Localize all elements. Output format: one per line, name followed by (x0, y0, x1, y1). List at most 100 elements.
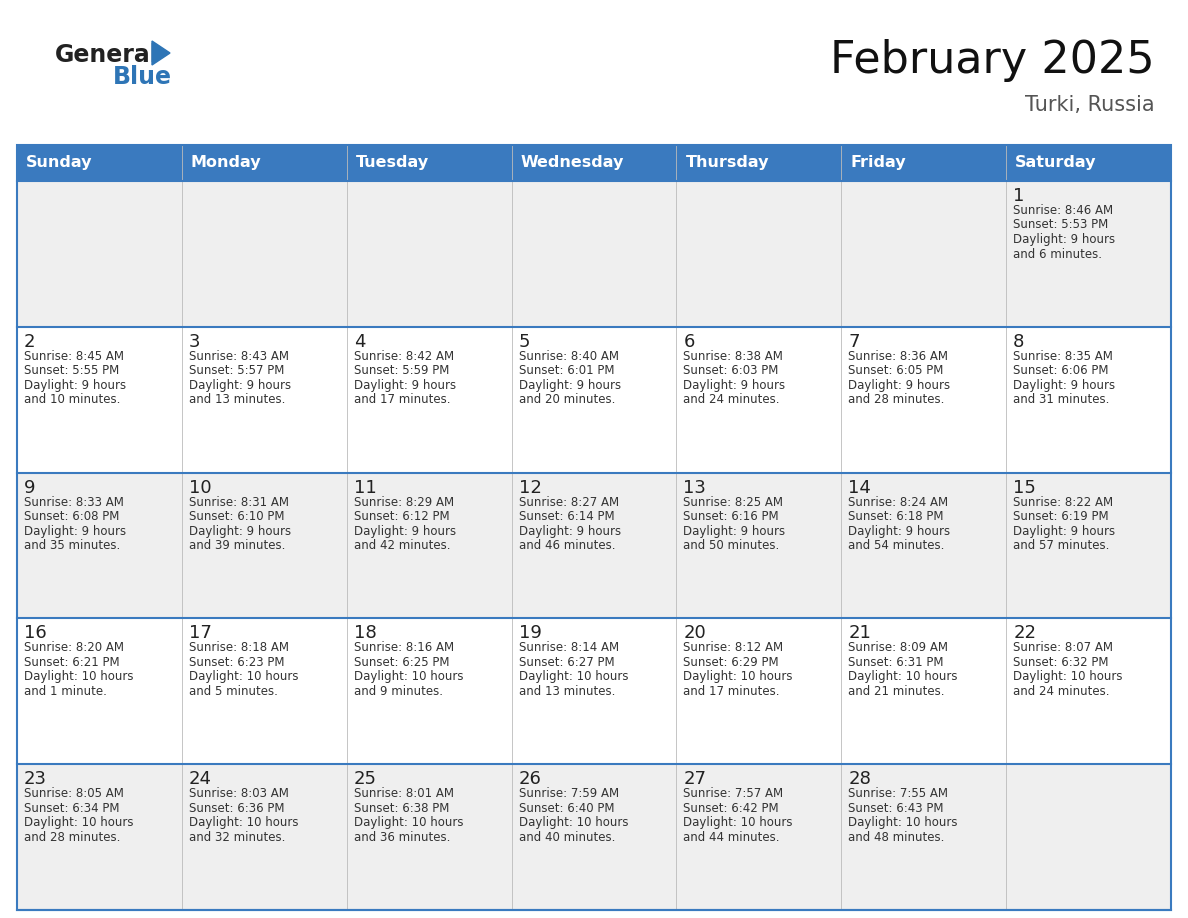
Text: 11: 11 (354, 478, 377, 497)
Text: Daylight: 9 hours: Daylight: 9 hours (1013, 233, 1116, 246)
Text: Sunrise: 7:55 AM: Sunrise: 7:55 AM (848, 788, 948, 800)
Text: Sunrise: 8:40 AM: Sunrise: 8:40 AM (519, 350, 619, 363)
Text: Sunset: 5:57 PM: Sunset: 5:57 PM (189, 364, 284, 377)
Text: and 31 minutes.: and 31 minutes. (1013, 393, 1110, 407)
Text: Sunrise: 8:46 AM: Sunrise: 8:46 AM (1013, 204, 1113, 217)
Bar (17, 473, 1171, 619)
Text: 12: 12 (519, 478, 542, 497)
Text: Daylight: 9 hours: Daylight: 9 hours (24, 379, 126, 392)
Text: Sunrise: 8:18 AM: Sunrise: 8:18 AM (189, 642, 289, 655)
Text: Sunrise: 8:07 AM: Sunrise: 8:07 AM (1013, 642, 1113, 655)
Text: 20: 20 (683, 624, 706, 643)
Text: Sunset: 6:10 PM: Sunset: 6:10 PM (189, 510, 284, 523)
Text: Saturday: Saturday (1015, 155, 1097, 171)
Text: and 13 minutes.: and 13 minutes. (189, 393, 285, 407)
Text: Daylight: 9 hours: Daylight: 9 hours (354, 379, 456, 392)
Bar (17, 619, 1171, 764)
Text: and 36 minutes.: and 36 minutes. (354, 831, 450, 844)
Text: and 9 minutes.: and 9 minutes. (354, 685, 443, 698)
Text: and 24 minutes.: and 24 minutes. (1013, 685, 1110, 698)
Text: Daylight: 9 hours: Daylight: 9 hours (683, 379, 785, 392)
Text: Sunrise: 8:25 AM: Sunrise: 8:25 AM (683, 496, 783, 509)
Text: 23: 23 (24, 770, 48, 789)
Text: Sunrise: 8:22 AM: Sunrise: 8:22 AM (1013, 496, 1113, 509)
Text: Sunset: 6:14 PM: Sunset: 6:14 PM (519, 510, 614, 523)
Text: Sunset: 6:36 PM: Sunset: 6:36 PM (189, 801, 284, 814)
Text: and 17 minutes.: and 17 minutes. (683, 685, 781, 698)
Text: Sunset: 6:34 PM: Sunset: 6:34 PM (24, 801, 120, 814)
Text: 8: 8 (1013, 333, 1024, 351)
Text: Daylight: 10 hours: Daylight: 10 hours (519, 670, 628, 683)
Text: Sunrise: 8:27 AM: Sunrise: 8:27 AM (519, 496, 619, 509)
Text: and 17 minutes.: and 17 minutes. (354, 393, 450, 407)
Text: Wednesday: Wednesday (520, 155, 624, 171)
Text: 19: 19 (519, 624, 542, 643)
Text: and 50 minutes.: and 50 minutes. (683, 539, 779, 552)
Text: Daylight: 10 hours: Daylight: 10 hours (189, 670, 298, 683)
Text: Sunset: 6:05 PM: Sunset: 6:05 PM (848, 364, 943, 377)
Text: Sunrise: 8:12 AM: Sunrise: 8:12 AM (683, 642, 784, 655)
Text: Daylight: 9 hours: Daylight: 9 hours (189, 379, 291, 392)
Bar (17, 181, 1171, 327)
Text: 17: 17 (189, 624, 211, 643)
Text: Daylight: 9 hours: Daylight: 9 hours (24, 524, 126, 538)
Text: Turki, Russia: Turki, Russia (1025, 95, 1155, 115)
Text: Tuesday: Tuesday (355, 155, 429, 171)
Text: and 24 minutes.: and 24 minutes. (683, 393, 781, 407)
Text: Daylight: 9 hours: Daylight: 9 hours (354, 524, 456, 538)
Text: 14: 14 (848, 478, 871, 497)
Text: and 6 minutes.: and 6 minutes. (1013, 248, 1102, 261)
Text: 13: 13 (683, 478, 707, 497)
Text: Sunset: 6:06 PM: Sunset: 6:06 PM (1013, 364, 1108, 377)
Text: Sunset: 6:42 PM: Sunset: 6:42 PM (683, 801, 779, 814)
Text: Friday: Friday (851, 155, 906, 171)
Text: Sunrise: 8:09 AM: Sunrise: 8:09 AM (848, 642, 948, 655)
Text: Sunset: 6:03 PM: Sunset: 6:03 PM (683, 364, 779, 377)
Text: and 42 minutes.: and 42 minutes. (354, 539, 450, 552)
Polygon shape (152, 41, 170, 65)
Text: Sunday: Sunday (26, 155, 93, 171)
Text: Sunset: 6:40 PM: Sunset: 6:40 PM (519, 801, 614, 814)
Text: Monday: Monday (191, 155, 261, 171)
Text: Daylight: 10 hours: Daylight: 10 hours (519, 816, 628, 829)
Text: Sunrise: 8:33 AM: Sunrise: 8:33 AM (24, 496, 124, 509)
Text: Sunrise: 8:14 AM: Sunrise: 8:14 AM (519, 642, 619, 655)
Text: February 2025: February 2025 (830, 39, 1155, 82)
Text: 16: 16 (24, 624, 46, 643)
Text: Sunset: 5:59 PM: Sunset: 5:59 PM (354, 364, 449, 377)
Text: Daylight: 10 hours: Daylight: 10 hours (354, 670, 463, 683)
Text: and 48 minutes.: and 48 minutes. (848, 831, 944, 844)
Text: Sunrise: 8:20 AM: Sunrise: 8:20 AM (24, 642, 124, 655)
Text: Daylight: 10 hours: Daylight: 10 hours (189, 816, 298, 829)
Text: 22: 22 (1013, 624, 1036, 643)
Bar (1006, 145, 1171, 181)
Text: and 46 minutes.: and 46 minutes. (519, 539, 615, 552)
Text: Sunrise: 8:31 AM: Sunrise: 8:31 AM (189, 496, 289, 509)
Bar (17, 764, 1171, 910)
Text: and 20 minutes.: and 20 minutes. (519, 393, 615, 407)
Text: General: General (55, 43, 159, 67)
Text: Sunset: 6:01 PM: Sunset: 6:01 PM (519, 364, 614, 377)
Text: Sunset: 5:53 PM: Sunset: 5:53 PM (1013, 218, 1108, 231)
Text: Sunset: 6:38 PM: Sunset: 6:38 PM (354, 801, 449, 814)
Text: Daylight: 10 hours: Daylight: 10 hours (848, 670, 958, 683)
Text: 9: 9 (24, 478, 36, 497)
Bar (841, 145, 1006, 181)
Text: 3: 3 (189, 333, 201, 351)
Text: Daylight: 10 hours: Daylight: 10 hours (1013, 670, 1123, 683)
Text: Sunset: 6:27 PM: Sunset: 6:27 PM (519, 655, 614, 669)
Bar (17, 327, 1171, 473)
Bar (347, 145, 512, 181)
Text: and 28 minutes.: and 28 minutes. (848, 393, 944, 407)
Text: Sunset: 6:25 PM: Sunset: 6:25 PM (354, 655, 449, 669)
Text: Daylight: 10 hours: Daylight: 10 hours (24, 670, 133, 683)
Text: Sunrise: 7:57 AM: Sunrise: 7:57 AM (683, 788, 784, 800)
Text: and 13 minutes.: and 13 minutes. (519, 685, 615, 698)
Text: 10: 10 (189, 478, 211, 497)
Text: 4: 4 (354, 333, 365, 351)
Text: and 28 minutes.: and 28 minutes. (24, 831, 120, 844)
Text: and 40 minutes.: and 40 minutes. (519, 831, 615, 844)
Text: Daylight: 10 hours: Daylight: 10 hours (683, 816, 792, 829)
Text: 26: 26 (519, 770, 542, 789)
Text: 25: 25 (354, 770, 377, 789)
